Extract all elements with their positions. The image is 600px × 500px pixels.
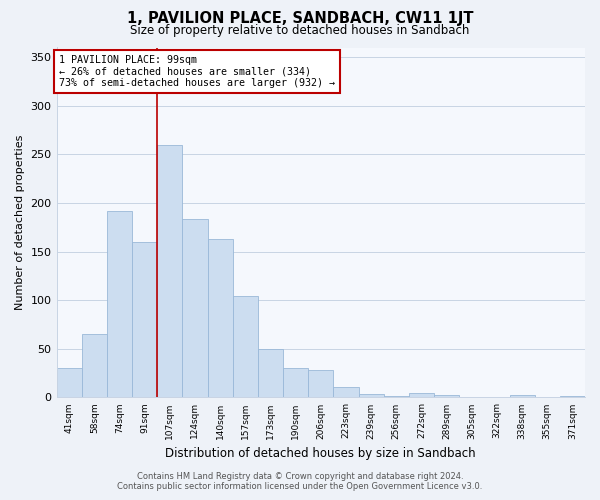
Text: Contains HM Land Registry data © Crown copyright and database right 2024.
Contai: Contains HM Land Registry data © Crown c… [118, 472, 482, 491]
Bar [233, 296, 258, 398]
X-axis label: Distribution of detached houses by size in Sandbach: Distribution of detached houses by size … [166, 447, 476, 460]
Bar [132, 242, 157, 398]
Bar [182, 218, 208, 398]
Bar [308, 370, 334, 398]
Bar [359, 394, 383, 398]
Bar [383, 396, 409, 398]
Text: Size of property relative to detached houses in Sandbach: Size of property relative to detached ho… [130, 24, 470, 37]
Bar [258, 349, 283, 398]
Bar [56, 368, 82, 398]
Bar [434, 396, 459, 398]
Y-axis label: Number of detached properties: Number of detached properties [15, 135, 25, 310]
Bar [509, 396, 535, 398]
Bar [283, 368, 308, 398]
Bar [409, 392, 434, 398]
Bar [82, 334, 107, 398]
Text: 1, PAVILION PLACE, SANDBACH, CW11 1JT: 1, PAVILION PLACE, SANDBACH, CW11 1JT [127, 12, 473, 26]
Bar [107, 211, 132, 398]
Bar [560, 396, 585, 398]
Bar [208, 239, 233, 398]
Text: 1 PAVILION PLACE: 99sqm
← 26% of detached houses are smaller (334)
73% of semi-d: 1 PAVILION PLACE: 99sqm ← 26% of detache… [59, 56, 335, 88]
Bar [334, 386, 359, 398]
Bar [157, 144, 182, 398]
